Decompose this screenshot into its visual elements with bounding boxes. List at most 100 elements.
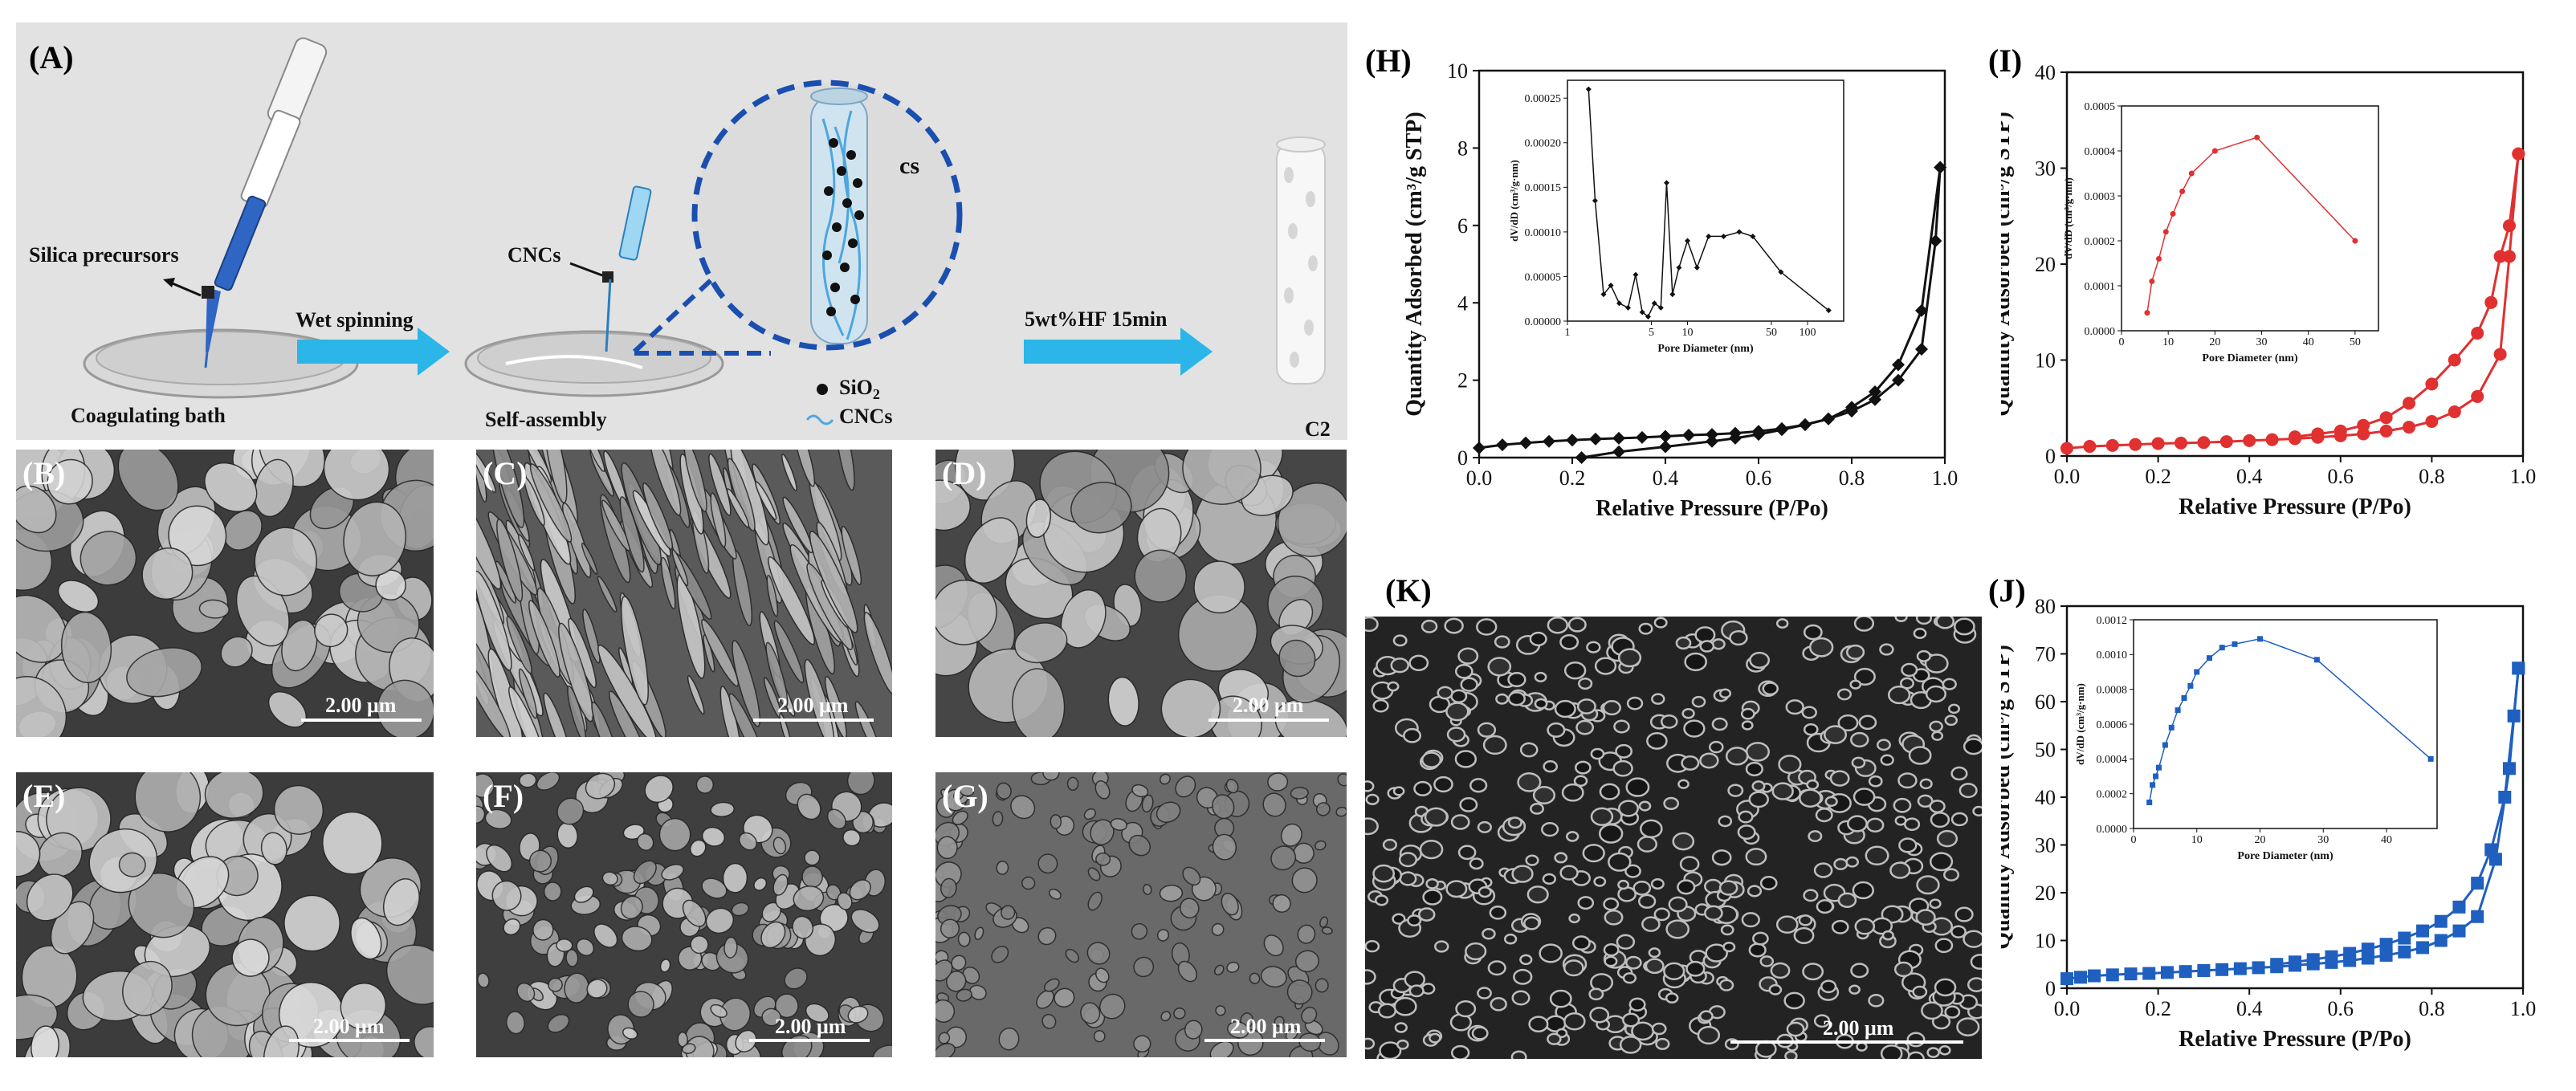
inset-x-tick-label: 10 [2191,834,2203,846]
sem-texture-grain [1213,964,1225,976]
sem-texture-grain [1813,862,1833,878]
sem-texture-grain [544,450,568,504]
inset-x-axis-label: Pore Diameter (nm) [1657,343,1754,355]
isotherm-series-0-point [2124,967,2138,981]
inset-y-tick-label: 0.0003 [2085,191,2116,203]
sem-texture-grain [1970,954,1982,970]
sem-texture-grain [1365,780,1375,792]
sem-texture-grain [835,450,855,491]
pore-size-series-point [1645,313,1651,320]
sem-texture-grain [1929,720,1943,733]
sem-texture-grain [850,909,880,934]
sem-texture-grain [1131,922,1148,940]
sem-texture-grain [620,895,643,920]
sem-texture-grain [1513,968,1533,985]
isotherm-series-1-point [1845,405,1858,418]
sem-texture-grain [1450,689,1468,703]
sem-texture-grain [1858,714,1877,731]
sem-texture-grain [1365,940,1380,953]
sem-texture-grain [1314,840,1327,851]
sem-image-d: (D) 2.00 μm [935,450,1347,737]
sem-texture-grain [1450,814,1470,830]
pore-size-series-point [2427,755,2434,762]
sem-texture-grain [1904,817,1921,832]
sem-texture-grain [1720,924,1734,936]
sem-texture-grain [793,885,825,912]
sem-texture-grain [1263,934,1284,957]
sem-texture-grain [1770,962,1791,979]
sem-texture-grain [1793,926,1815,945]
sem-texture-grain [1511,990,1531,1006]
sem-texture-grain [1160,1011,1172,1022]
sem-texture-grain [1365,617,1379,633]
inset-x-tick-label: 20 [2209,336,2220,348]
sem-texture-grain [1759,955,1775,967]
pore-size-series-point [2156,255,2162,262]
main-y-tick-label: 40 [2035,61,2056,84]
sem-texture-grain [782,496,813,554]
pore-size-series-point [1616,300,1622,307]
pore-size-series-point [1625,304,1632,311]
panel-label-c: (C) [483,455,528,491]
sem-texture-grain [1846,644,1865,660]
isotherm-series-0-point [2425,414,2439,428]
sem-texture-grain [1738,810,1754,824]
inset-plot-frame [1567,79,1844,322]
sem-texture-grain [1847,815,1868,832]
sem-texture-grain [1260,966,1287,988]
sem-texture-grain [1036,990,1054,1009]
sem-texture-grain [621,926,653,952]
pore-size-series-point [1608,283,1614,289]
inset-x-tick-label: 1 [1565,327,1571,339]
sem-texture-grain [576,938,595,957]
sem-texture-grain [1547,617,1569,634]
sem-texture-grain [849,879,871,901]
inset-x-tick-label: 30 [2256,336,2268,348]
sem-texture-grain [1262,792,1286,817]
panel-label-j: (J) [1988,572,2026,609]
sem-texture-grain [687,675,705,715]
panel-label-a: (A) [29,39,74,75]
sem-texture-grain [804,658,835,737]
main-x-tick-label: 0.4 [2236,465,2263,488]
sem-texture-grain [1280,823,1302,847]
sem-texture-grain [1403,727,1422,743]
isotherm-series-0-point [2233,962,2247,975]
isotherm-series-1-point [1659,440,1672,454]
sem-texture-grain [1893,797,1912,813]
sem-texture-grain [682,1043,696,1055]
isotherm-series-1-point [2512,662,2525,675]
sem-texture-grain [710,492,727,548]
isotherm-series-0-point [1682,429,1695,442]
sem-texture-grain [1653,907,1670,922]
sem-texture-grain [1698,1010,1714,1023]
sem-texture-grain [1638,800,1652,812]
sem-texture-grain [1095,967,1110,983]
sem-texture-grain [220,636,253,668]
sem-texture-grain [323,450,390,501]
sem-texture-grain [585,772,616,800]
sem-texture-grain [350,917,382,960]
sem-texture-grain [1854,918,1876,935]
sem-texture-grain [671,549,689,587]
pore-size-series-point [1657,304,1664,311]
sem-texture-grain [1445,702,1469,722]
isotherm-series-0-point [1496,438,1509,452]
sem-texture-grain [760,921,786,949]
sem-texture-grain [1930,812,1950,828]
sem-texture-grain [1908,746,1932,765]
sem-texture-grain [1477,987,1492,999]
isotherm-series-1-point [2289,955,2301,969]
sem-texture-grain [1270,845,1297,871]
pore-size-series-point [2188,170,2195,177]
sem-texture-grain [731,902,750,917]
sem-texture-grain [1175,776,1196,798]
sem-texture-grain [1628,997,1646,1012]
isotherm-series-0-point [1566,434,1579,447]
main-y-axis-label: Quantity Adsorbed (cm³/g STP) [2001,112,2015,416]
sem-texture-grain [1577,896,1595,910]
main-x-tick-label: 0.0 [2054,465,2081,488]
sem-texture-grain [1624,864,1641,878]
sem-texture-grain [1507,671,1526,688]
sem-texture-grain [1457,647,1479,665]
